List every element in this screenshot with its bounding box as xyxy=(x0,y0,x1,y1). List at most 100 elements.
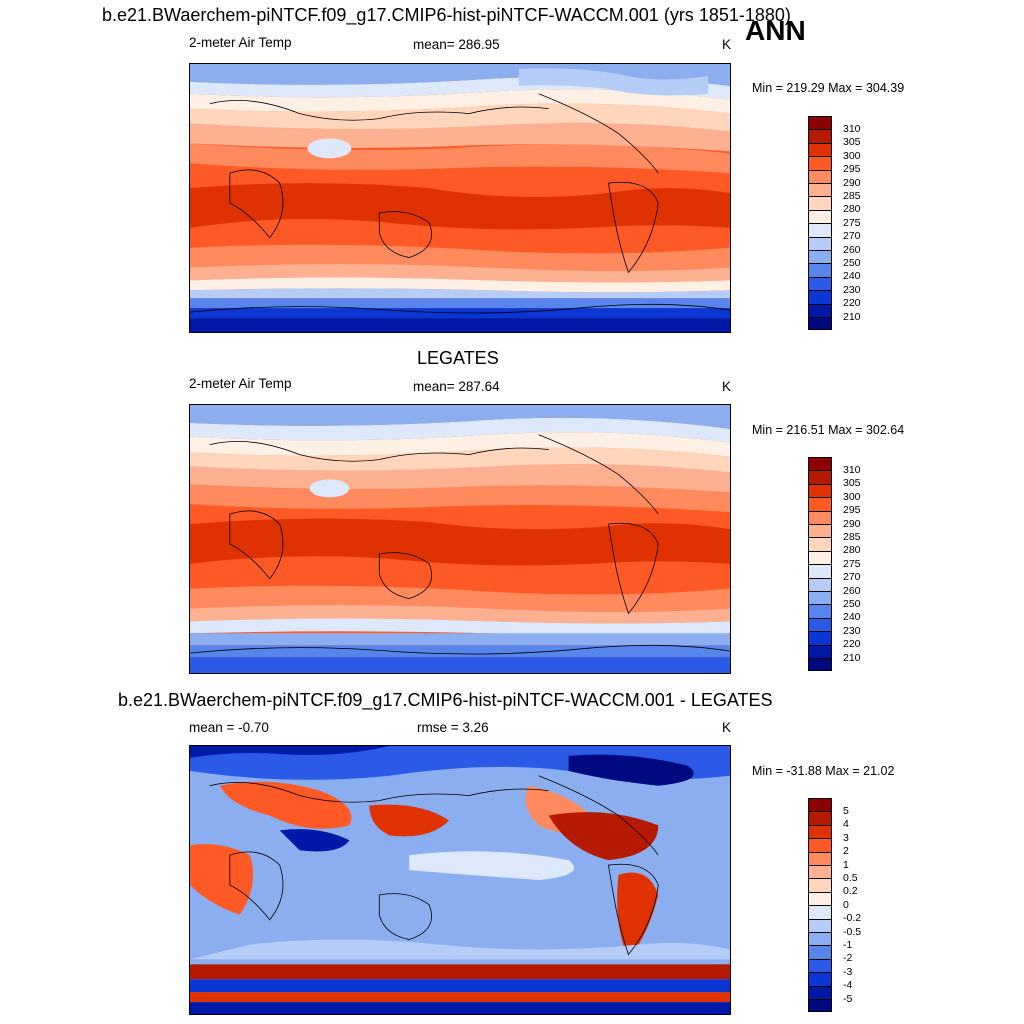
colorbar-label: 300 xyxy=(843,490,861,503)
colorbar-label: -0.2 xyxy=(843,912,862,925)
panel1-units: K xyxy=(722,37,732,52)
colorbar-swatch xyxy=(808,811,832,825)
colorbar-label: 2 xyxy=(843,845,849,858)
colorbar-swatch xyxy=(808,972,832,986)
colorbar-label: 230 xyxy=(843,283,861,296)
colorbar-swatch xyxy=(808,317,832,331)
colorbar-label: 295 xyxy=(843,163,861,176)
colorbar-label: 285 xyxy=(843,189,861,202)
colorbar-label: 0 xyxy=(843,898,849,911)
season-label: ANN xyxy=(745,15,806,46)
colorbar-swatch xyxy=(808,604,832,618)
colorbar-label: 0.2 xyxy=(843,885,858,898)
colorbar-swatch xyxy=(808,838,832,852)
colorbar-swatch xyxy=(808,276,832,291)
colorbar-label: -5 xyxy=(843,992,853,1005)
colorbar-label: 310 xyxy=(843,463,861,476)
colorbar-label: 270 xyxy=(843,230,861,243)
colorbar-label: -3 xyxy=(843,965,853,978)
colorbar-swatch xyxy=(808,537,832,551)
colorbar-label: 280 xyxy=(843,544,861,557)
panel2-title: LEGATES xyxy=(417,348,499,368)
colorbar-label: 270 xyxy=(843,571,861,584)
panel3-mean: mean = -0.70 xyxy=(189,720,269,735)
colorbar-label: 285 xyxy=(843,530,861,543)
colorbar-swatch xyxy=(808,524,832,538)
colorbar-swatch xyxy=(808,958,832,973)
colorbar-swatch xyxy=(808,932,832,946)
colorbar-label: 305 xyxy=(843,136,861,149)
colorbar-swatch xyxy=(808,945,832,959)
colorbar-swatch xyxy=(808,631,832,645)
colorbar-swatch xyxy=(808,250,832,264)
panel3-minmax: Min = -31.88 Max = 21.02 xyxy=(752,764,895,778)
colorbar-swatch xyxy=(808,303,832,317)
colorbar-swatch xyxy=(808,851,832,865)
colorbar-swatch xyxy=(808,878,832,892)
colorbar-swatch xyxy=(808,644,832,658)
colorbar-swatch xyxy=(808,798,832,812)
colorbar-label: 230 xyxy=(843,624,861,637)
colorbar-swatch xyxy=(808,905,832,919)
panel3-units: K xyxy=(722,720,732,735)
panel2-units: K xyxy=(722,379,732,394)
colorbar-label: 250 xyxy=(843,256,861,269)
panel1-minmax: Min = 219.29 Max = 304.39 xyxy=(752,81,905,95)
colorbar-label: 220 xyxy=(843,297,861,310)
colorbar-label: 210 xyxy=(843,651,861,664)
colorbar-swatch xyxy=(808,918,832,932)
colorbar-swatch xyxy=(808,209,832,224)
colorbar-swatch xyxy=(808,142,832,157)
colorbar-swatch xyxy=(808,658,832,672)
colorbar-label: -4 xyxy=(843,979,853,992)
panel2-colorbar: 310 305 300 295 290 285 280 275 270 260 250 240 230 2… xyxy=(808,457,861,672)
colorbar-label: 290 xyxy=(843,176,861,189)
colorbar-label: 260 xyxy=(843,584,861,597)
difference-map xyxy=(189,745,731,1015)
colorbar-swatch xyxy=(808,577,832,591)
colorbar-swatch xyxy=(808,129,832,143)
colorbar-label: 220 xyxy=(843,638,861,651)
colorbar-swatch xyxy=(808,236,832,250)
colorbar-swatch xyxy=(808,985,832,999)
observed-temperature-map xyxy=(189,404,731,674)
colorbar-label: 300 xyxy=(843,149,861,162)
colorbar-label: -0.5 xyxy=(843,925,862,938)
colorbar-swatch xyxy=(808,497,832,511)
panel2-mean: mean= 287.64 xyxy=(413,379,500,394)
colorbar-label: -2 xyxy=(843,952,853,965)
colorbar-label: 210 xyxy=(843,310,861,323)
colorbar-label: 275 xyxy=(843,557,861,570)
panel1-mean: mean= 286.95 xyxy=(413,37,500,52)
colorbar-swatch xyxy=(808,550,832,565)
colorbar-swatch xyxy=(808,591,832,605)
colorbar-label: 260 xyxy=(843,243,861,256)
colorbar-label: 240 xyxy=(843,270,861,283)
colorbar-label: 1 xyxy=(843,858,849,871)
colorbar-label: 305 xyxy=(843,477,861,490)
panel2-variable: 2-meter Air Temp xyxy=(189,376,292,391)
colorbar-label: 240 xyxy=(843,611,861,624)
colorbar-swatch xyxy=(808,183,832,197)
colorbar-swatch xyxy=(808,196,832,210)
model-temperature-map xyxy=(189,63,731,333)
colorbar-label: 280 xyxy=(843,203,861,216)
colorbar-swatch xyxy=(808,824,832,839)
colorbar-label: 250 xyxy=(843,597,861,610)
colorbar-swatch xyxy=(808,564,832,578)
colorbar-label: 290 xyxy=(843,517,861,530)
colorbar-label: -1 xyxy=(843,938,853,951)
colorbar-label: 3 xyxy=(843,831,849,844)
colorbar-swatch xyxy=(808,483,832,498)
colorbar-swatch xyxy=(808,617,832,632)
colorbar-label: 4 xyxy=(843,818,849,831)
colorbar-swatch xyxy=(808,865,832,879)
colorbar-swatch xyxy=(808,169,832,183)
colorbar-label: 0.5 xyxy=(843,871,858,884)
panel3-rmse: rmse = 3.26 xyxy=(417,720,489,735)
colorbar-swatch xyxy=(808,290,832,304)
colorbar-label: 295 xyxy=(843,504,861,517)
colorbar-swatch xyxy=(808,116,832,130)
plot-title: b.e21.BWaerchem-piNTCF.f09_g17.CMIP6-his… xyxy=(102,5,791,25)
panel1-variable: 2-meter Air Temp xyxy=(189,35,292,50)
